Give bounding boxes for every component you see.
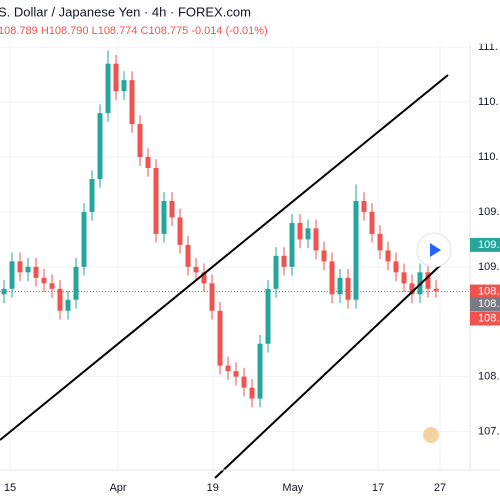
price-tag-label: 108.	[478, 298, 499, 310]
candle-body	[273, 255, 279, 289]
candle-body	[161, 200, 167, 234]
price-tag	[470, 297, 500, 312]
candle-body	[145, 157, 151, 169]
candle-body	[361, 200, 367, 212]
candle-body	[257, 343, 263, 399]
x-tick-label: 19	[207, 482, 219, 494]
y-tick-label: 111.	[478, 41, 498, 53]
candle-body	[9, 261, 15, 289]
x-tick-label: 27	[434, 482, 446, 494]
x-tick-label: 17	[372, 482, 384, 494]
candle-body	[33, 266, 39, 278]
x-tick-label: May	[282, 482, 303, 494]
candles	[0, 50, 470, 408]
trend-line	[214, 257, 449, 479]
candle-body	[265, 288, 271, 344]
candle-body	[225, 365, 231, 372]
candle-body	[169, 200, 175, 218]
price-tag	[470, 284, 500, 299]
candle-body	[137, 124, 143, 158]
candle-body	[321, 250, 327, 262]
trend-line	[0, 74, 449, 441]
header-bg	[0, 0, 500, 44]
candle-body	[377, 233, 383, 251]
candle-body	[209, 283, 215, 311]
candle-body	[289, 222, 295, 267]
candle-body	[297, 222, 303, 240]
price-tag-label: 109.	[478, 239, 499, 251]
candle-body	[233, 371, 239, 377]
y-tick-label: 110.	[478, 96, 499, 108]
candle-body	[401, 272, 407, 284]
candle-body	[49, 283, 55, 289]
candle-body	[193, 266, 199, 273]
candle-body	[121, 80, 127, 92]
candle-body	[57, 288, 63, 311]
y-tick-label: 109.	[478, 261, 499, 273]
y-tick-label: 109.	[478, 206, 499, 218]
candle-body	[433, 288, 439, 292]
price-tag	[470, 237, 500, 252]
x-tick-label: Apr	[109, 482, 126, 494]
candle-body	[81, 211, 87, 267]
candle-body	[337, 277, 343, 295]
candle-body	[369, 211, 375, 234]
candle-body	[1, 288, 7, 295]
candle-body	[329, 261, 335, 295]
candle-body	[65, 299, 71, 311]
candle-body	[17, 261, 23, 273]
price-tag	[470, 311, 500, 326]
candle-body	[385, 250, 391, 262]
candle-body	[313, 228, 319, 251]
candle-body	[217, 310, 223, 366]
candle-body	[345, 277, 351, 300]
y-tick-label: 110.	[478, 151, 499, 163]
candle-body	[105, 63, 111, 114]
chart-title: S. Dollar / Japanese Yen · 4h · FOREX.co…	[0, 4, 251, 19]
axes: 111. 110. 110. 109. 109. 108. 107. 15 Apr 19 May 17…	[4, 41, 500, 494]
price-tag-label: 108.	[478, 312, 499, 324]
y-tick-label: 108.	[478, 371, 499, 383]
candle-body	[73, 266, 79, 300]
chart-subtitle: 108.789 H108.790 L108.774 C108.775 -0.01…	[0, 25, 268, 37]
candle-body	[409, 283, 415, 295]
candle-body	[25, 266, 31, 273]
candle-body	[249, 387, 255, 399]
y-tick-label: 107.	[478, 425, 499, 437]
candle-body	[177, 217, 183, 245]
candle-body	[353, 200, 359, 300]
play-icon	[430, 243, 441, 257]
candle-body	[425, 272, 431, 289]
candle-body	[97, 113, 103, 179]
candle-body	[113, 63, 119, 92]
candle-body	[305, 228, 311, 240]
candle-body	[129, 80, 135, 125]
candle-body	[281, 255, 287, 267]
icon	[423, 427, 439, 443]
candle-body	[241, 376, 247, 388]
candle-body	[201, 272, 207, 284]
candle-body	[153, 168, 159, 234]
price-tag-label: 108.	[478, 285, 499, 297]
x-tick-label: 15	[4, 482, 16, 494]
candle-body	[393, 261, 399, 273]
candle-body	[41, 277, 47, 284]
candle-body	[89, 178, 95, 212]
candle-body	[185, 244, 191, 267]
